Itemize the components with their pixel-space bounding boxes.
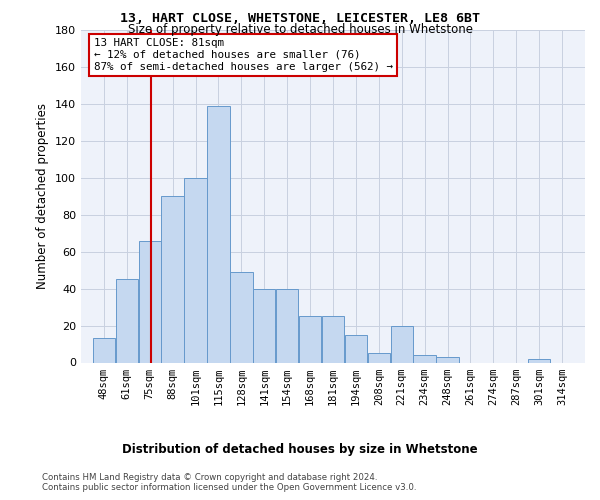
Bar (391, 326, 413, 362)
Bar (368, 354, 390, 362)
Bar (528, 359, 550, 362)
Bar (139, 240, 161, 362)
Text: Contains public sector information licensed under the Open Government Licence v3: Contains public sector information licen… (42, 482, 416, 492)
Bar (344, 335, 367, 362)
Text: 13, HART CLOSE, WHETSTONE, LEICESTER, LE8 6BT: 13, HART CLOSE, WHETSTONE, LEICESTER, LE… (120, 12, 480, 26)
Text: Distribution of detached houses by size in Whetstone: Distribution of detached houses by size … (122, 442, 478, 456)
Bar (207, 106, 230, 362)
Bar (276, 288, 298, 362)
Bar (116, 280, 138, 362)
Text: Contains HM Land Registry data © Crown copyright and database right 2024.: Contains HM Land Registry data © Crown c… (42, 472, 377, 482)
Bar (436, 357, 459, 362)
Text: Size of property relative to detached houses in Whetstone: Size of property relative to detached ho… (128, 22, 473, 36)
Bar (253, 288, 275, 362)
Bar (322, 316, 344, 362)
Bar (161, 196, 184, 362)
Bar (413, 355, 436, 362)
Bar (230, 272, 253, 362)
Y-axis label: Number of detached properties: Number of detached properties (37, 104, 49, 289)
Bar (299, 316, 322, 362)
Bar (184, 178, 207, 362)
Text: 13 HART CLOSE: 81sqm
← 12% of detached houses are smaller (76)
87% of semi-detac: 13 HART CLOSE: 81sqm ← 12% of detached h… (94, 38, 392, 72)
Bar (92, 338, 115, 362)
